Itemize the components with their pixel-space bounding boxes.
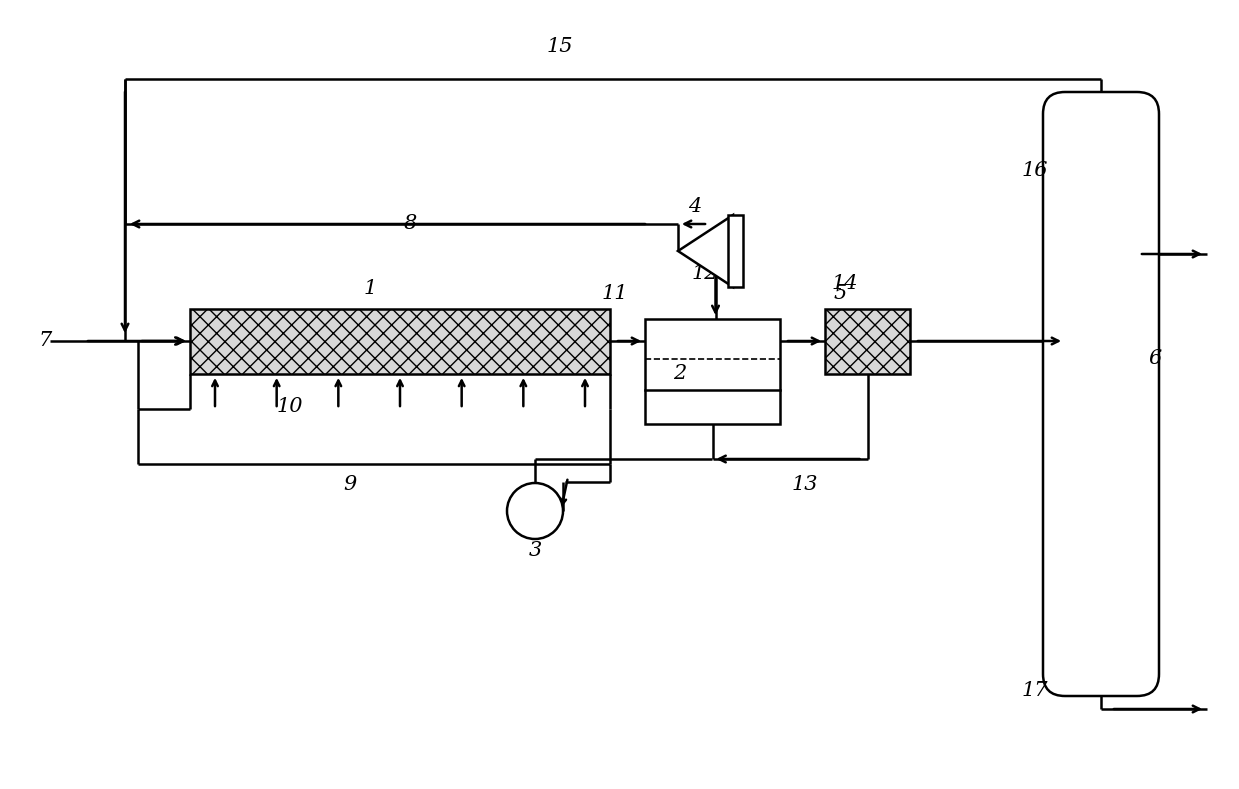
FancyBboxPatch shape — [1043, 92, 1158, 696]
Text: 4: 4 — [689, 197, 701, 216]
Circle shape — [507, 483, 563, 539]
Bar — [190, 309, 610, 374]
Text: 17: 17 — [1022, 682, 1048, 701]
Text: 7: 7 — [38, 331, 52, 350]
Text: 16: 16 — [1022, 162, 1048, 181]
Text: 12: 12 — [691, 264, 719, 283]
Text: 13: 13 — [792, 474, 818, 493]
Text: 15: 15 — [546, 38, 574, 57]
Bar — [646, 319, 781, 424]
Text: 2: 2 — [673, 365, 686, 383]
Text: 5: 5 — [834, 285, 846, 304]
Text: 11: 11 — [602, 285, 628, 304]
Text: 8: 8 — [404, 215, 416, 234]
Bar — [729, 215, 743, 287]
Text: 9: 9 — [343, 474, 357, 493]
Bar — [825, 309, 909, 374]
Text: 1: 1 — [363, 279, 377, 298]
Text: 6: 6 — [1149, 350, 1162, 368]
Text: 14: 14 — [831, 275, 859, 294]
Polygon shape — [678, 215, 733, 287]
Text: 10: 10 — [276, 398, 304, 417]
Text: 3: 3 — [528, 541, 541, 560]
